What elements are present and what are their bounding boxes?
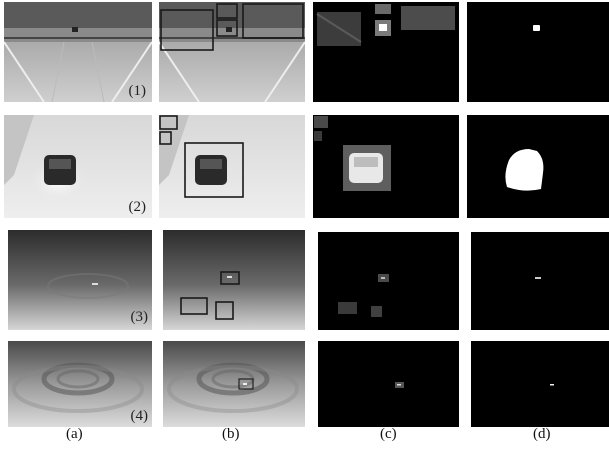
row-label-2: (2): [128, 199, 147, 215]
panel-3b: [163, 230, 305, 330]
row4-binary-mask: [471, 341, 609, 427]
column-label-b: (b): [222, 426, 240, 442]
panel-2a: (2): [4, 115, 152, 218]
panel-2c: [313, 115, 459, 218]
sea-target-detections: [163, 230, 305, 330]
highway-scene: [4, 2, 152, 102]
row3-binary-mask: [471, 232, 609, 330]
panel-4d: [471, 341, 609, 427]
column-label-d: (d): [533, 426, 551, 442]
panel-1a: (1): [4, 2, 152, 102]
panel-1b: [159, 2, 305, 102]
row3-masked-regions: [318, 232, 459, 330]
row4-masked-regions: [318, 341, 459, 427]
snow-car-detections: [159, 115, 305, 218]
column-label-c: (c): [380, 426, 397, 442]
panel-4b: [163, 341, 305, 427]
panel-1d: [467, 2, 609, 102]
row2-binary-mask: [467, 115, 609, 218]
row1-binary-mask: [467, 2, 609, 102]
panel-3d: [471, 232, 609, 330]
highway-detections: [159, 2, 305, 102]
sea-wake-scene: [8, 341, 152, 427]
row-label-3: (3): [130, 309, 149, 325]
row-label-4: (4): [130, 408, 149, 424]
panel-4c: [318, 341, 459, 427]
column-label-a: (a): [66, 426, 83, 442]
row2-masked-regions: [313, 115, 459, 218]
panel-1c: [313, 2, 459, 102]
sea-target-scene: [8, 230, 152, 330]
snow-car-scene: [4, 115, 152, 218]
panel-3a: (3): [8, 230, 152, 330]
panel-4a: (4): [8, 341, 152, 427]
panel-2d: [467, 115, 609, 218]
sea-wake-detections: [163, 341, 305, 427]
panel-3c: [318, 232, 459, 330]
panel-2b: [159, 115, 305, 218]
row1-masked-regions: [313, 2, 459, 102]
row-label-1: (1): [128, 83, 147, 99]
